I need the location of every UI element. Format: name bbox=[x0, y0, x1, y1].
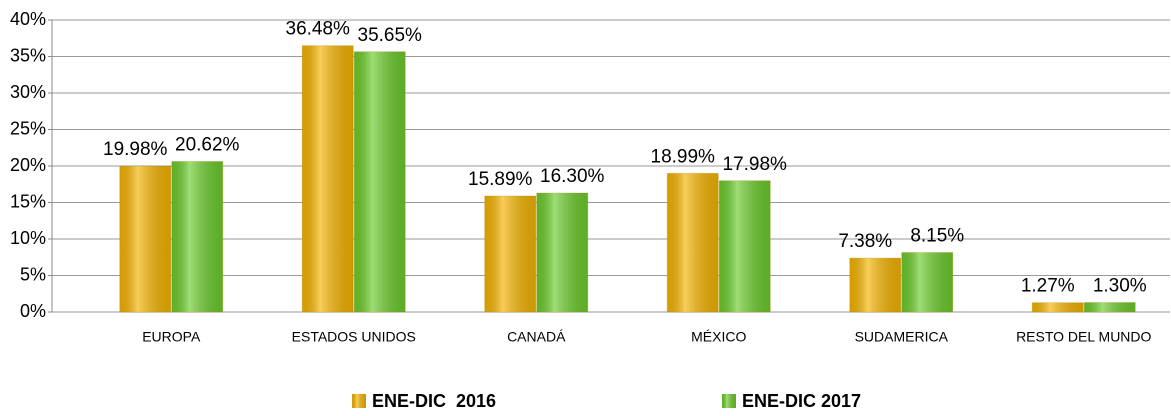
bar bbox=[353, 51, 406, 313]
x-tick-label: EUROPA bbox=[142, 329, 201, 345]
data-label: 1.27% bbox=[1021, 276, 1075, 297]
bar bbox=[718, 180, 771, 313]
bar bbox=[536, 192, 589, 313]
data-label: 16.30% bbox=[540, 166, 605, 187]
y-tick-label: 5% bbox=[20, 264, 46, 284]
bar bbox=[119, 165, 172, 313]
x-tick-label: CANADÁ bbox=[507, 329, 566, 345]
bar bbox=[484, 195, 537, 313]
data-label: 1.30% bbox=[1093, 276, 1147, 297]
bar bbox=[301, 45, 354, 313]
data-label: 18.99% bbox=[651, 146, 716, 167]
y-tick-label: 25% bbox=[10, 118, 46, 138]
y-tick-label: 20% bbox=[10, 155, 46, 175]
data-label: 36.48% bbox=[286, 19, 351, 40]
bar bbox=[901, 252, 954, 313]
bar bbox=[849, 257, 902, 313]
y-tick-label: 15% bbox=[10, 191, 46, 211]
y-tick-label: 40% bbox=[10, 9, 46, 29]
data-label: 35.65% bbox=[358, 25, 423, 46]
data-label: 8.15% bbox=[910, 226, 964, 247]
legend-swatch-shine bbox=[722, 394, 736, 408]
legend-swatch-shine bbox=[352, 394, 366, 408]
data-label: 17.98% bbox=[723, 154, 788, 175]
x-tick-label: SUDAMERICA bbox=[855, 329, 949, 345]
data-label: 20.62% bbox=[175, 134, 240, 155]
x-tick-label: RESTO DEL MUNDO bbox=[1016, 329, 1151, 345]
y-tick-label: 10% bbox=[10, 228, 46, 248]
data-label: 15.89% bbox=[468, 169, 533, 190]
data-label: 19.98% bbox=[103, 139, 168, 160]
bar bbox=[1031, 302, 1084, 313]
legend-label: ENE-DIC 2016 bbox=[372, 391, 496, 411]
bar bbox=[1083, 302, 1136, 313]
bar bbox=[666, 172, 719, 313]
y-tick-label: 0% bbox=[20, 301, 46, 321]
y-tick-label: 35% bbox=[10, 45, 46, 65]
x-tick-label: ESTADOS UNIDOS bbox=[292, 329, 416, 345]
data-label: 7.38% bbox=[838, 231, 892, 252]
bar bbox=[171, 160, 224, 313]
y-tick-label: 30% bbox=[10, 82, 46, 102]
legend-label: ENE-DIC 2017 bbox=[742, 391, 861, 411]
x-tick-label: MÉXICO bbox=[691, 329, 746, 345]
